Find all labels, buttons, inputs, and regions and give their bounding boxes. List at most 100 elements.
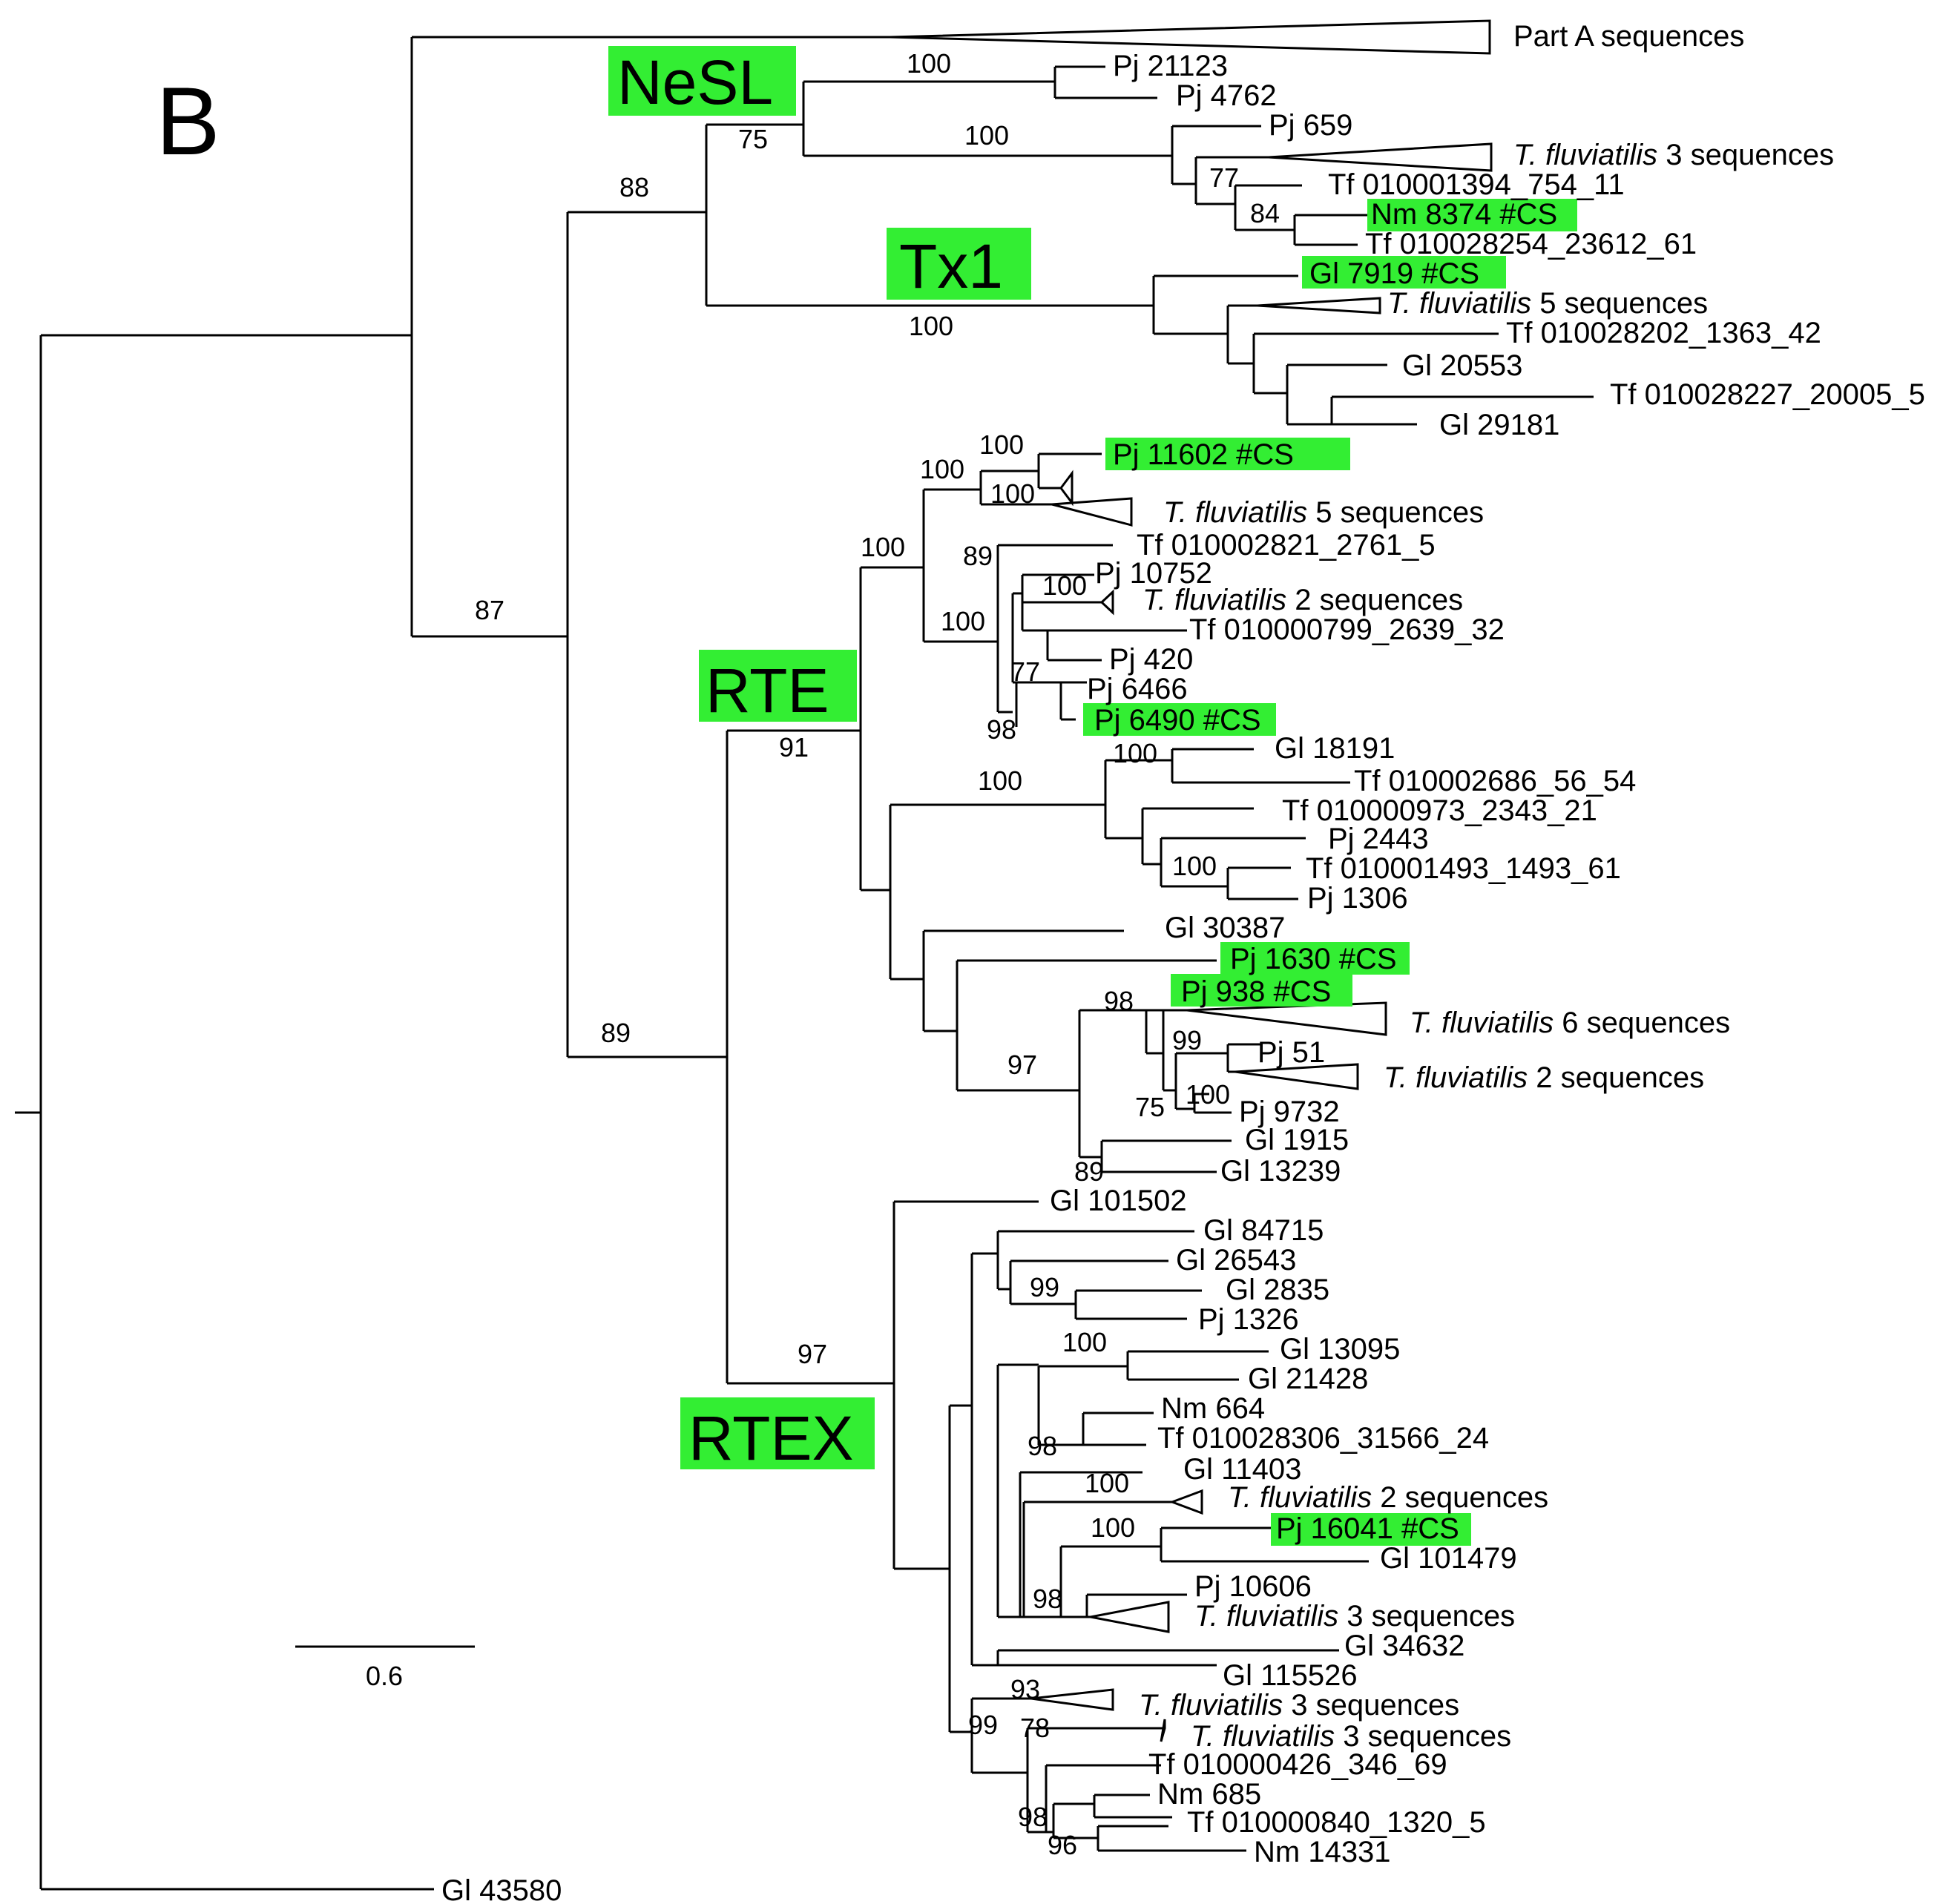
node-pj6490 <box>1059 681 1087 721</box>
bootstrap-value: 77 <box>1209 162 1239 193</box>
bootstrap-value: 100 <box>907 48 951 79</box>
node-98-g4 <box>1078 1009 1146 1159</box>
taxon-label: Pj 1326 <box>1198 1303 1299 1336</box>
node-89 <box>726 729 894 1385</box>
bootstrap-value: 97 <box>798 1339 827 1369</box>
bootstrap-value: 100 <box>990 478 1035 509</box>
taxon-label: Pj 10752 <box>1095 557 1212 590</box>
node-nm664 <box>1082 1411 1154 1446</box>
node-gl20553 <box>1286 363 1387 426</box>
nesl-box <box>608 46 796 116</box>
taxon-label: Pj 21123 <box>1113 50 1228 82</box>
node-nm685 <box>1093 1793 1172 1819</box>
node-pj21123 <box>1053 65 1157 99</box>
taxon-label: Nm 14331 <box>1254 1836 1391 1868</box>
taxon-label: Pj 6466 <box>1087 673 1188 705</box>
taxon-label: Gl 101502 <box>1050 1185 1187 1217</box>
pj6490-box <box>1083 703 1276 736</box>
node-gl18191-clade <box>1104 759 1172 840</box>
bootstrap-value: 100 <box>1042 570 1087 601</box>
node-98-x10 <box>1052 1802 1098 1839</box>
bootstrap-value: 100 <box>1062 1327 1107 1357</box>
node-89-g9 <box>1100 1139 1232 1173</box>
taxon-label: Gl 34632 <box>1344 1630 1464 1662</box>
taxon-label: Pj 2443 <box>1328 823 1429 855</box>
taxon-label: Tf 010000840_1320_5 <box>1187 1806 1486 1839</box>
pj1630-box <box>1220 942 1410 975</box>
panel-label: B <box>156 67 220 175</box>
node-88 <box>705 123 1154 307</box>
taxon-label: Pj 1630 #CS <box>1230 943 1397 975</box>
rte-box <box>699 650 857 722</box>
node-78-x9 <box>1026 1727 1165 1834</box>
node-rte-lower <box>889 803 1105 981</box>
collapsed-clade-label: T. fluviatilis 5 sequences <box>1387 287 1708 320</box>
collapsed-clade-label: T. fluviatilis 6 sequences <box>1410 1007 1730 1039</box>
taxon-label: Gl 21428 <box>1248 1363 1368 1395</box>
bootstrap-value: 100 <box>861 532 905 562</box>
taxon-label: Gl 43580 <box>441 1874 562 1904</box>
bootstrap-value: 99 <box>1172 1025 1202 1055</box>
node-nm14331 <box>1097 1825 1246 1852</box>
bootstrap-value: 96 <box>1048 1830 1077 1860</box>
tflu3a-triangle <box>1268 142 1493 172</box>
taxon-label: Tf 010001493_1493_61 <box>1306 852 1621 885</box>
bootstrap-value: 99 <box>968 1710 998 1740</box>
bootstrap-value: 98 <box>1104 986 1134 1016</box>
taxon-label: Tf 010028254_23612_61 <box>1365 228 1697 260</box>
node-rtex-core <box>948 1404 972 1733</box>
taxon-label: Nm 685 <box>1157 1778 1261 1811</box>
node-pj11602-clade <box>979 470 1052 506</box>
node-nm8374 <box>1293 214 1369 246</box>
node-pj10606 <box>1085 1593 1187 1618</box>
node-tflu3a-split <box>1194 156 1269 205</box>
highlights <box>608 46 1577 1546</box>
taxon-label: Pj 938 #CS <box>1181 975 1331 1008</box>
node-99-g6 <box>1174 1052 1228 1110</box>
tflu-small-triangle <box>1059 470 1074 507</box>
taxon-label: Gl 20553 <box>1402 349 1522 382</box>
tree-branches <box>15 19 1594 1891</box>
bootstrap-value: 87 <box>475 595 504 625</box>
bootstrap-value: 89 <box>1074 1156 1104 1187</box>
bootstrap-value: 89 <box>601 1018 631 1048</box>
node-91 <box>859 566 924 892</box>
tflu2b-triangle <box>1234 1063 1359 1090</box>
bootstrap-value: 98 <box>1033 1584 1062 1614</box>
taxon-label: Nm 8374 #CS <box>1371 198 1557 231</box>
node-tf426 <box>1045 1764 1161 1834</box>
taxon-label: Tf 010028202_1363_42 <box>1506 317 1821 349</box>
pj938-box <box>1171 974 1352 1007</box>
bootstrap-value: 78 <box>1020 1713 1050 1743</box>
bootstrap-value: 100 <box>964 120 1009 151</box>
bootstrap-value: 89 <box>963 541 993 571</box>
taxa-labels: Part A sequences Pj 21123 Pj 4762 Pj 659… <box>441 20 1925 1904</box>
taxon-label: Pj 11602 #CS <box>1113 438 1294 471</box>
taxon-label: Tf 010000973_2343_21 <box>1282 794 1597 827</box>
node-gl18191 <box>1171 748 1350 784</box>
taxon-label: Pj 6490 #CS <box>1094 704 1261 737</box>
node-pj659-clade <box>1171 125 1261 185</box>
tflu3d-triangle <box>1160 1719 1166 1742</box>
node-tflu5a-split <box>1226 304 1257 365</box>
taxon-label: Gl 30387 <box>1165 912 1285 944</box>
taxon-label: Gl 7919 #CS <box>1309 257 1479 290</box>
node-tflu6-split <box>1162 1009 1187 1092</box>
taxon-label: Gl 29181 <box>1439 409 1559 441</box>
node-pj1630-split <box>956 959 1217 1092</box>
taxon-label: Pj 659 <box>1269 109 1352 142</box>
taxon-label: Tf 010001394_754_11 <box>1328 168 1625 201</box>
taxon-label: Pj 51 <box>1257 1036 1325 1069</box>
taxon-label: Tf 010028227_20005_5 <box>1610 378 1925 411</box>
bootstrap-value: 100 <box>978 765 1022 796</box>
bootstrap-value: 98 <box>1028 1431 1057 1461</box>
node-tflu2c <box>1022 1501 1172 1618</box>
bootstrap-value: 100 <box>1113 738 1157 768</box>
node-pj16041 <box>1160 1526 1369 1563</box>
taxon-label: Gl 13239 <box>1220 1155 1341 1187</box>
bootstrap-value: 100 <box>1091 1512 1135 1543</box>
gl7919-box <box>1302 256 1506 289</box>
bootstrap-value: 100 <box>1172 851 1217 881</box>
clade-label-rtex: RTEX <box>688 1403 854 1473</box>
